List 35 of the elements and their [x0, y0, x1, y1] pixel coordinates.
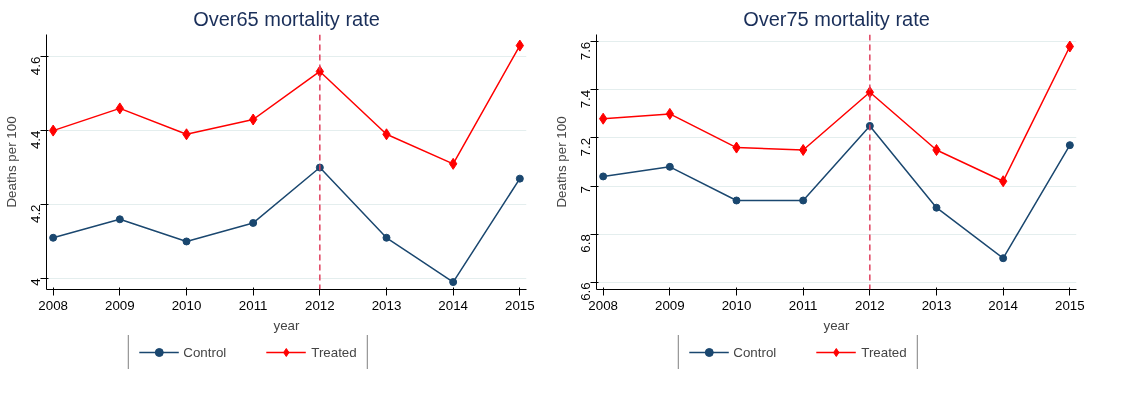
x-tick-label: 2009	[655, 297, 685, 313]
y-tick-label: 7.4	[578, 89, 593, 109]
x-tick-label: 2013	[921, 297, 952, 313]
y-tick-label: 7.2	[578, 137, 593, 157]
x-tick-label: 2011	[788, 297, 818, 313]
legend-label: Treated	[311, 344, 357, 360]
y-axis-title: Deaths per 100	[3, 116, 19, 208]
x-tick-label: 2015	[505, 297, 535, 313]
chart-title: Over65 mortality rate	[193, 7, 380, 30]
y-tick-label: 6.6	[578, 282, 593, 301]
x-axis-title: year	[273, 317, 301, 333]
x-tick-label: 2012	[305, 297, 335, 313]
legend-label: Control	[183, 344, 227, 360]
x-tick-label: 2011	[238, 297, 268, 313]
y-tick-label: 4.6	[28, 56, 43, 76]
y-tick-label: 6.8	[578, 234, 593, 253]
y-tick-label: 4	[28, 277, 43, 286]
y-tick-label: 7.6	[578, 41, 593, 61]
x-tick-label: 2014	[438, 297, 469, 313]
x-tick-label: 2010	[171, 297, 202, 313]
x-axis-title: year	[823, 317, 851, 333]
x-tick-label: 2015	[1055, 297, 1085, 313]
x-tick-label: 2009	[105, 297, 135, 313]
y-tick-label: 4.2	[28, 204, 43, 224]
chart-title: Over75 mortality rate	[743, 7, 930, 30]
x-tick-label: 2014	[988, 297, 1019, 313]
y-tick-label: 7	[578, 186, 593, 194]
x-tick-label: 2013	[371, 297, 402, 313]
x-tick-label: 2010	[721, 297, 752, 313]
x-tick-label: 2012	[855, 297, 885, 313]
y-tick-label: 4.4	[28, 130, 43, 150]
x-tick-label: 2008	[38, 297, 68, 313]
y-axis-title: Deaths per 100	[553, 116, 569, 208]
legend-label: Treated	[861, 344, 907, 360]
legend-label: Control	[733, 344, 777, 360]
